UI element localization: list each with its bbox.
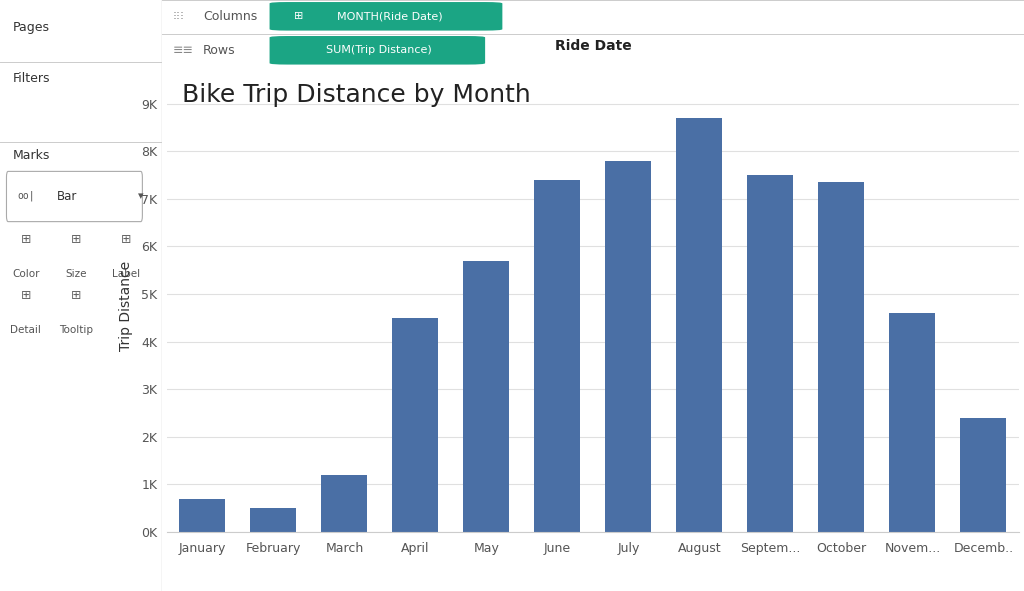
- Y-axis label: Trip Distance: Trip Distance: [119, 261, 133, 351]
- Text: MONTH(Ride Date): MONTH(Ride Date): [338, 11, 443, 21]
- Text: Label: Label: [113, 269, 140, 279]
- Bar: [605, 161, 651, 532]
- Text: Ride Date: Ride Date: [555, 38, 631, 53]
- Text: SUM(Trip Distance): SUM(Trip Distance): [327, 46, 432, 56]
- Bar: [179, 499, 225, 532]
- Bar: [676, 118, 723, 532]
- FancyBboxPatch shape: [269, 2, 503, 31]
- Bar: [392, 318, 438, 532]
- Text: oo|: oo|: [17, 191, 36, 202]
- Text: Color: Color: [12, 269, 40, 279]
- Text: Rows: Rows: [203, 44, 236, 57]
- Text: ⁝⁝⁝: ⁝⁝⁝: [173, 10, 185, 23]
- Text: Bike Trip Distance by Month: Bike Trip Distance by Month: [182, 83, 531, 107]
- Text: ⊞: ⊞: [71, 233, 81, 246]
- Text: Filters: Filters: [13, 72, 50, 85]
- Bar: [463, 261, 510, 532]
- Text: ≡≡: ≡≡: [173, 44, 194, 57]
- Bar: [818, 182, 864, 532]
- Text: ⊞: ⊞: [294, 11, 303, 21]
- Text: Pages: Pages: [13, 21, 50, 34]
- Text: ⊞: ⊞: [71, 289, 81, 302]
- Bar: [250, 508, 297, 532]
- Bar: [961, 418, 1007, 532]
- Bar: [535, 180, 581, 532]
- FancyBboxPatch shape: [269, 36, 485, 64]
- Text: Size: Size: [66, 269, 87, 279]
- Text: Bar: Bar: [56, 190, 77, 203]
- Text: ⊞: ⊞: [20, 289, 31, 302]
- Text: ⊞: ⊞: [121, 233, 131, 246]
- FancyBboxPatch shape: [6, 171, 142, 222]
- Text: Tooltip: Tooltip: [59, 325, 93, 335]
- Text: ▾: ▾: [137, 191, 143, 201]
- Text: Marks: Marks: [13, 149, 50, 162]
- Bar: [748, 175, 794, 532]
- Bar: [322, 475, 368, 532]
- Text: ⊞: ⊞: [20, 233, 31, 246]
- Text: Detail: Detail: [10, 325, 41, 335]
- Text: Columns: Columns: [203, 10, 257, 23]
- Bar: [889, 313, 936, 532]
